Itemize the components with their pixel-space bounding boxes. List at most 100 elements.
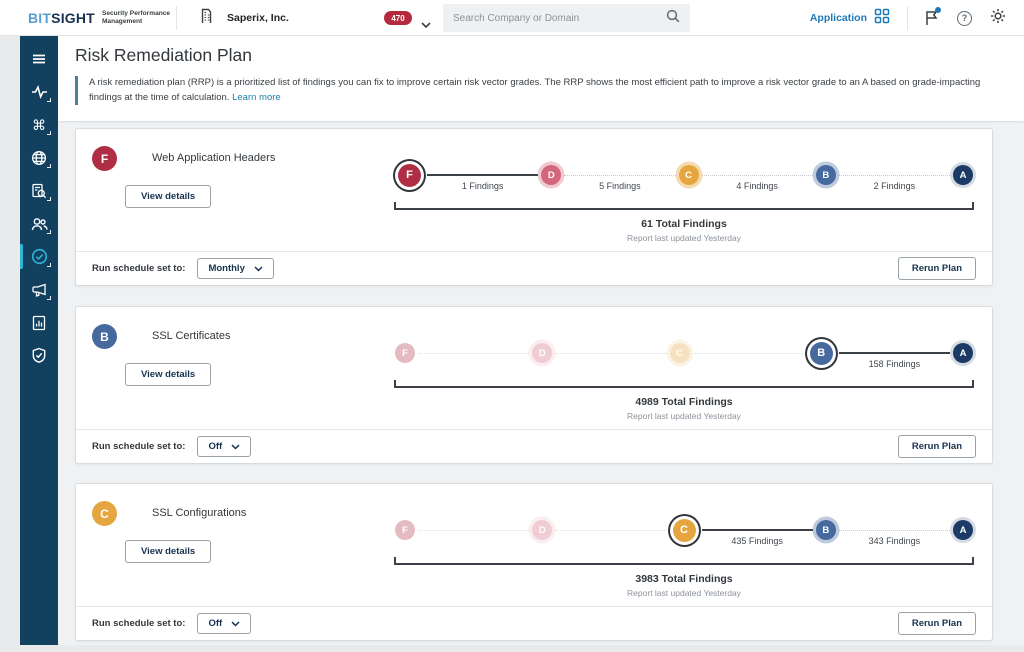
risk-vector-name: SSL Configurations: [152, 507, 247, 519]
view-details-button[interactable]: View details: [125, 185, 212, 208]
grade-node-a: A: [953, 343, 973, 363]
grade-node-d: D: [532, 520, 553, 540]
chevron-down-icon: [254, 265, 263, 272]
chevron-down-icon[interactable]: [421, 15, 431, 33]
grade-timeline: F D C 435 Findings B 343 Findings A 3983…: [392, 498, 976, 598]
company-selector[interactable]: Saperix, Inc.: [200, 0, 289, 36]
top-bar: BIT SIGHT Security Performance Managemen…: [0, 0, 1024, 36]
notifications-flag-icon[interactable]: [924, 7, 941, 26]
grade-node-a: A: [953, 165, 973, 185]
learn-more-link[interactable]: Learn more: [232, 91, 281, 103]
total-findings-bracket: [394, 202, 974, 210]
grade-badge: C: [92, 501, 117, 526]
last-updated: Report last updated Yesterday: [627, 588, 741, 598]
report-search-icon[interactable]: [20, 174, 58, 207]
megaphone-icon[interactable]: [20, 273, 58, 306]
logo-text-sight: SIGHT: [51, 10, 95, 26]
findings-count: 5 Findings: [599, 180, 641, 191]
total-findings: 61 Total Findings: [641, 218, 727, 230]
shield-check-icon[interactable]: [20, 339, 58, 372]
chevron-down-icon: [231, 620, 240, 627]
rrp-card-web-application-headers: F Web Application Headers View details F…: [75, 128, 993, 286]
grade-node-c: C: [672, 518, 696, 542]
check-circle-icon[interactable]: [20, 240, 58, 273]
findings-count: 158 Findings: [868, 359, 921, 369]
users-icon[interactable]: [20, 207, 58, 240]
rrp-card-ssl-configurations: C SSL Configurations View details F D C …: [75, 483, 993, 641]
findings-count: 435 Findings: [731, 536, 783, 546]
schedule-select[interactable]: Monthly: [197, 258, 274, 279]
grade-node-b: B: [809, 341, 833, 365]
command-icon[interactable]: ⌘: [20, 108, 58, 141]
schedule-select[interactable]: Off: [197, 436, 252, 457]
schedule-select[interactable]: Off: [197, 613, 252, 634]
grade-node-a: A: [953, 520, 973, 540]
logo-text-bit: BIT: [28, 10, 52, 26]
findings-count: 2 Findings: [873, 180, 916, 191]
timeline-segment: [418, 529, 530, 531]
globe-icon[interactable]: [20, 141, 58, 174]
total-findings-bracket: [394, 557, 974, 565]
total-findings: 4989 Total Findings: [635, 396, 733, 408]
submenu-corner: [47, 164, 51, 168]
divider: [907, 6, 908, 30]
total-findings: 3983 Total Findings: [635, 573, 733, 585]
risk-vector-name: Web Application Headers: [152, 152, 276, 164]
grade-timeline: F D C B 158 Findings A 4989 Total Findin…: [392, 321, 976, 421]
submenu-corner: [47, 263, 51, 267]
grade-node-d: D: [541, 165, 562, 185]
timeline-segment: [418, 352, 530, 354]
page-description: A risk remediation plan (RRP) is a prior…: [75, 76, 996, 106]
grade-badge: B: [92, 324, 117, 349]
last-updated: Report last updated Yesterday: [627, 233, 741, 243]
timeline-segment: 4 Findings: [701, 174, 813, 191]
grade-node-f: F: [395, 343, 415, 363]
findings-count: 1 Findings: [461, 181, 504, 191]
chart-doc-icon[interactable]: [20, 306, 58, 339]
risk-vector-name: SSL Certificates: [152, 330, 231, 342]
rerun-plan-button[interactable]: Rerun Plan: [897, 257, 976, 280]
divider: [176, 6, 177, 30]
search-input[interactable]: [453, 12, 666, 24]
view-details-button[interactable]: View details: [125, 540, 212, 563]
global-search: [443, 4, 690, 32]
rerun-plan-button[interactable]: Rerun Plan: [897, 612, 976, 635]
company-name: Saperix, Inc.: [227, 12, 289, 24]
timeline-segment: 343 Findings: [838, 529, 950, 546]
timeline-segment: 5 Findings: [564, 174, 676, 191]
gear-icon[interactable]: [990, 8, 1006, 29]
grade-timeline: F 1 Findings D 5 Findings C 4 Findings B…: [392, 143, 976, 243]
findings-count: 343 Findings: [868, 535, 921, 546]
view-details-button[interactable]: View details: [125, 363, 212, 386]
grade-node-f: F: [395, 520, 415, 540]
chevron-down-icon: [231, 443, 240, 450]
submenu-corner: [47, 98, 51, 102]
schedule-label: Run schedule set to:: [92, 618, 186, 629]
total-findings-bracket: [394, 380, 974, 388]
page-header: Risk Remediation Plan A risk remediation…: [58, 36, 1024, 121]
timeline-segment: 435 Findings: [701, 529, 813, 546]
timeline-segment: 158 Findings: [838, 352, 950, 369]
grade-node-b: B: [815, 165, 836, 185]
submenu-corner: [47, 197, 51, 201]
timeline-segment: [692, 352, 804, 354]
rerun-plan-button[interactable]: Rerun Plan: [897, 435, 976, 458]
grade-node-b: B: [815, 520, 836, 540]
top-bar-icons: ?: [924, 0, 1006, 36]
bitsight-logo[interactable]: BIT SIGHT Security Performance Managemen…: [28, 0, 170, 36]
grade-node-d: D: [532, 343, 553, 363]
page-title: Risk Remediation Plan: [75, 45, 253, 65]
schedule-label: Run schedule set to:: [92, 263, 186, 274]
activity-icon[interactable]: [20, 75, 58, 108]
application-switcher[interactable]: Application: [810, 0, 890, 36]
application-label: Application: [809, 12, 867, 24]
building-icon: [200, 8, 213, 29]
help-icon[interactable]: ?: [957, 10, 972, 26]
timeline-segment: 1 Findings: [427, 174, 539, 191]
menu-icon[interactable]: [20, 42, 58, 75]
submenu-corner: [47, 131, 51, 135]
timeline-segment: [555, 352, 667, 354]
rating-badge: 470: [384, 11, 412, 25]
search-icon[interactable]: [666, 9, 680, 28]
notification-dot: [935, 7, 941, 13]
